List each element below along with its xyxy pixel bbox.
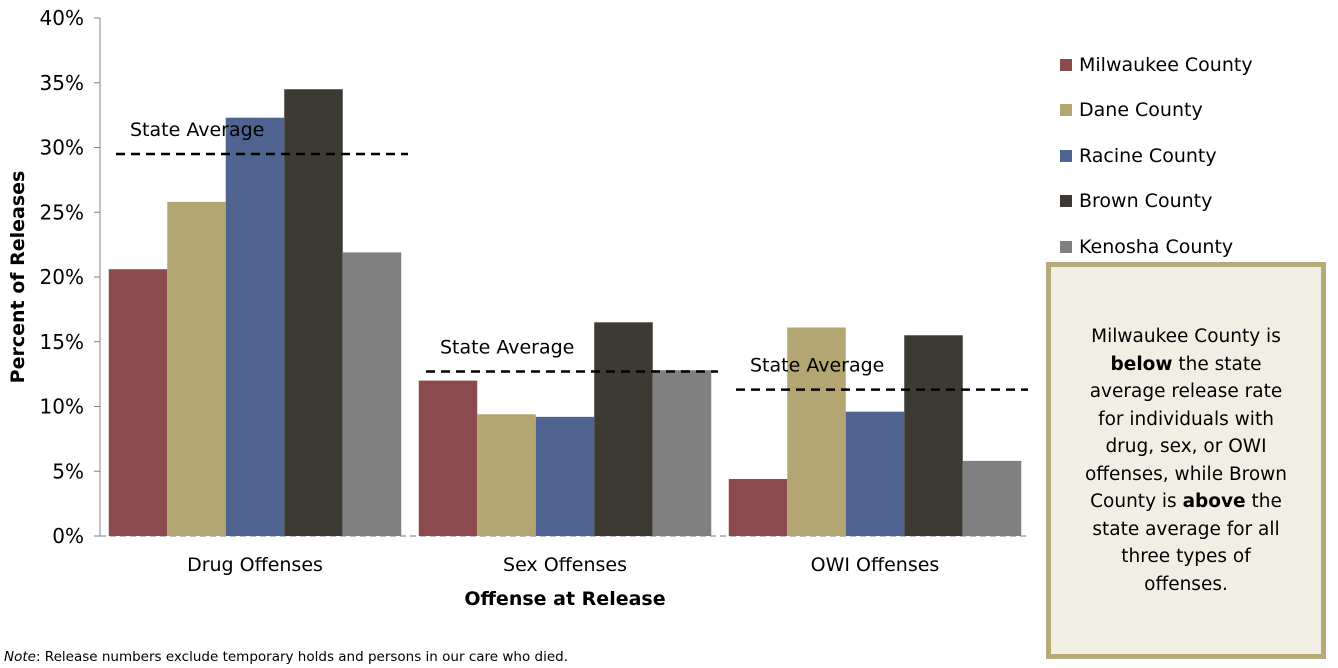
legend-label: Dane County — [1079, 99, 1203, 122]
bar — [284, 89, 343, 536]
legend-swatch — [1060, 195, 1072, 208]
y-tick-label: 15% — [40, 330, 84, 354]
legend-swatch — [1060, 104, 1072, 117]
callout-text-part: Milwaukee County is — [1091, 326, 1281, 347]
bar — [535, 416, 595, 536]
bar — [167, 201, 226, 536]
bar — [225, 117, 285, 536]
state-average-label: State Average — [130, 119, 264, 141]
callout-emphasis: above — [1182, 491, 1246, 512]
bar — [787, 327, 846, 536]
callout-text-part: the state average release rate for indiv… — [1084, 353, 1288, 513]
legend-item: Milwaukee County — [1060, 42, 1253, 88]
bar — [845, 411, 905, 536]
bar — [728, 479, 788, 536]
x-tick-label: Drug Offenses — [187, 554, 323, 576]
bar — [418, 380, 478, 536]
y-tick-label: 10% — [40, 395, 84, 419]
legend-item: Brown County — [1060, 179, 1253, 225]
y-tick-label: 35% — [40, 71, 84, 95]
legend-swatch — [1060, 149, 1072, 162]
footnote-prefix: Note — [4, 649, 36, 665]
bar — [904, 335, 963, 536]
x-tick-label: Sex Offenses — [503, 554, 627, 576]
legend-swatch — [1060, 240, 1072, 253]
y-axis-title: Percent of Releases — [7, 171, 29, 384]
bar — [477, 414, 536, 536]
legend-label: Racine County — [1079, 144, 1217, 167]
footnote: Note: Release numbers exclude temporary … — [4, 649, 568, 665]
callout-text-part: the state average for all three types of… — [1092, 491, 1282, 595]
y-tick-label: 30% — [40, 136, 84, 160]
state-average-label: State Average — [750, 355, 884, 377]
bar — [108, 269, 168, 536]
y-tick-label: 20% — [40, 265, 84, 289]
bar — [342, 252, 402, 536]
y-tick-label: 5% — [52, 459, 84, 483]
bar — [962, 460, 1022, 536]
state-average-label: State Average — [440, 337, 574, 359]
legend-label: Kenosha County — [1079, 235, 1234, 258]
legend-label: Milwaukee County — [1079, 53, 1253, 76]
y-tick-label: 0% — [52, 524, 84, 548]
legend-item: Kenosha County — [1060, 224, 1253, 270]
y-tick-label: 40% — [40, 6, 84, 30]
x-axis-title: Offense at Release — [464, 588, 665, 610]
x-tick-label: OWI Offenses — [811, 554, 940, 576]
bar — [594, 322, 653, 536]
footnote-text: : Release numbers exclude temporary hold… — [35, 649, 568, 665]
legend-item: Dane County — [1060, 88, 1253, 134]
callout-text: Milwaukee County is below the state aver… — [1082, 323, 1290, 598]
callout-emphasis: below — [1110, 353, 1173, 375]
callout-box: Milwaukee County is below the state aver… — [1046, 262, 1326, 659]
legend-swatch — [1060, 58, 1072, 71]
legend-item: Racine County — [1060, 133, 1253, 179]
legend-label: Brown County — [1079, 190, 1213, 213]
bar — [652, 370, 712, 536]
legend: Milwaukee County Dane County Racine County… — [1060, 42, 1253, 270]
bar-chart: 0% 5% 10% 15% 20% 25% 30% 35% 40% Drug Offenses St… — [7, 6, 1030, 610]
y-tick-label: 25% — [40, 200, 84, 224]
